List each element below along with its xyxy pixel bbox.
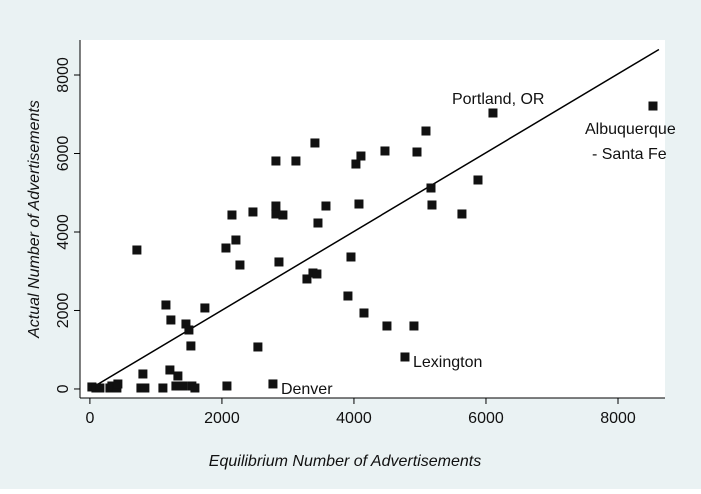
point (158, 383, 168, 393)
point (274, 257, 284, 267)
point (473, 175, 483, 185)
point (356, 151, 366, 161)
y-tick-label: 4000 (55, 214, 72, 250)
point (200, 303, 210, 313)
point-label: Lexington (413, 354, 482, 371)
point-label: Portland, OR (452, 91, 544, 108)
point (343, 291, 353, 301)
point (222, 381, 232, 391)
point (132, 245, 142, 255)
point (186, 341, 196, 351)
point (312, 269, 322, 279)
point (382, 321, 392, 331)
point (278, 210, 288, 220)
point (268, 379, 278, 389)
point (140, 383, 150, 393)
y-axis-label: Actual Number of Advertisements (26, 100, 43, 339)
point (271, 156, 281, 166)
x-tick-label: 8000 (600, 410, 636, 427)
point (400, 352, 410, 362)
point (302, 274, 312, 284)
point (113, 379, 123, 389)
point (190, 383, 200, 393)
x-tick-label: 6000 (468, 410, 504, 427)
point (648, 101, 658, 111)
x-tick-label: 4000 (336, 410, 372, 427)
point (178, 381, 188, 391)
y-tick-label: 2000 (55, 293, 72, 329)
point (271, 201, 281, 211)
point (346, 252, 356, 262)
point (421, 126, 431, 136)
point (409, 321, 419, 331)
y-tick-label: 6000 (55, 136, 72, 172)
point (165, 365, 175, 375)
x-tick-label: 0 (85, 410, 94, 427)
point (235, 260, 245, 270)
point (488, 108, 498, 118)
point (231, 235, 241, 245)
point (457, 209, 467, 219)
point (95, 383, 105, 393)
point (291, 156, 301, 166)
plot-area (80, 40, 665, 398)
point (426, 183, 436, 193)
y-tick-label: 8000 (55, 57, 72, 93)
point (181, 319, 191, 329)
y-tick-label: 0 (55, 384, 72, 393)
point (310, 138, 320, 148)
point (351, 159, 361, 169)
point-label: Denver (281, 381, 333, 398)
point (166, 315, 176, 325)
point-label: Albuquerque (585, 121, 676, 138)
point (221, 243, 231, 253)
point (107, 381, 117, 391)
point (138, 369, 148, 379)
point (173, 371, 183, 381)
point (359, 308, 369, 318)
x-axis-label: Equilibrium Number of Advertisements (209, 453, 481, 470)
point (427, 200, 437, 210)
point (313, 218, 323, 228)
point (248, 207, 258, 217)
x-tick-label: 2000 (204, 410, 240, 427)
point-label: - Santa Fe (592, 146, 667, 163)
point (184, 325, 194, 335)
point (253, 342, 263, 352)
point (227, 210, 237, 220)
point (380, 146, 390, 156)
point (321, 201, 331, 211)
point (271, 209, 281, 219)
point (412, 147, 422, 157)
point (161, 300, 171, 310)
point (354, 199, 364, 209)
